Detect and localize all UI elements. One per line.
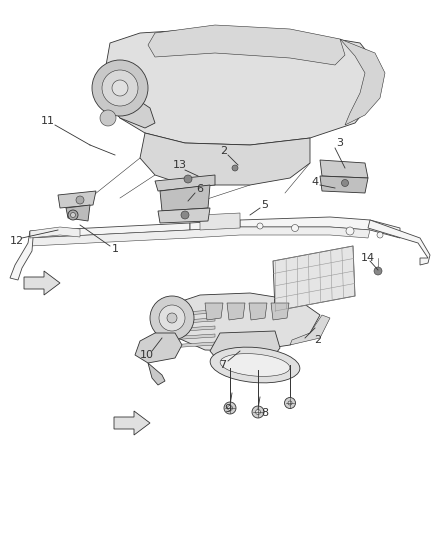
Polygon shape [240, 217, 400, 238]
Circle shape [159, 305, 185, 331]
Text: 10: 10 [140, 350, 154, 360]
Polygon shape [105, 28, 380, 145]
Polygon shape [340, 39, 385, 125]
Circle shape [92, 60, 148, 116]
Text: 7: 7 [219, 360, 226, 370]
Polygon shape [249, 303, 267, 320]
Polygon shape [148, 25, 345, 65]
Polygon shape [168, 342, 215, 348]
Circle shape [150, 296, 194, 340]
Text: 12: 12 [10, 236, 24, 246]
Text: 2: 2 [220, 146, 228, 156]
Circle shape [100, 110, 116, 126]
Text: 9: 9 [224, 404, 232, 414]
Polygon shape [273, 246, 355, 311]
Polygon shape [290, 315, 330, 345]
Polygon shape [140, 133, 310, 185]
Polygon shape [108, 68, 155, 128]
Polygon shape [271, 303, 289, 320]
Text: 13: 13 [173, 160, 187, 170]
Polygon shape [24, 271, 60, 295]
Text: 14: 14 [361, 253, 375, 263]
Circle shape [184, 175, 192, 183]
Circle shape [167, 313, 177, 323]
Polygon shape [158, 208, 210, 223]
Circle shape [292, 224, 299, 231]
Polygon shape [30, 227, 80, 238]
Circle shape [76, 196, 84, 204]
Polygon shape [160, 185, 210, 211]
Polygon shape [227, 303, 245, 320]
Circle shape [257, 223, 263, 229]
Circle shape [112, 80, 128, 96]
Polygon shape [58, 191, 96, 208]
Polygon shape [10, 231, 33, 280]
Circle shape [285, 398, 296, 408]
Ellipse shape [220, 353, 290, 376]
Polygon shape [168, 310, 215, 316]
Polygon shape [320, 160, 368, 178]
Circle shape [102, 70, 138, 106]
Circle shape [377, 232, 383, 238]
Polygon shape [114, 411, 150, 435]
Polygon shape [168, 326, 215, 332]
Circle shape [252, 406, 264, 418]
Polygon shape [30, 223, 190, 238]
Circle shape [255, 409, 261, 415]
Polygon shape [66, 205, 90, 221]
Polygon shape [168, 318, 215, 324]
Polygon shape [320, 176, 368, 193]
Polygon shape [190, 220, 240, 230]
Text: 5: 5 [261, 200, 268, 210]
Text: 6: 6 [197, 184, 204, 194]
Circle shape [68, 210, 78, 220]
Circle shape [232, 165, 238, 171]
Polygon shape [168, 334, 215, 340]
Circle shape [374, 267, 382, 275]
Polygon shape [148, 363, 165, 385]
Circle shape [224, 402, 236, 414]
Circle shape [288, 401, 292, 405]
Text: 2: 2 [314, 335, 321, 345]
Polygon shape [165, 293, 320, 351]
Polygon shape [210, 331, 280, 365]
Text: 3: 3 [336, 138, 343, 148]
Circle shape [346, 227, 354, 235]
Circle shape [181, 211, 189, 219]
Polygon shape [205, 303, 223, 320]
Ellipse shape [210, 347, 300, 383]
Text: 8: 8 [261, 408, 268, 418]
Polygon shape [135, 333, 182, 363]
Polygon shape [368, 220, 430, 265]
Polygon shape [200, 213, 240, 230]
Circle shape [342, 180, 349, 187]
Circle shape [227, 406, 233, 410]
Text: 4: 4 [311, 177, 318, 187]
Circle shape [71, 213, 75, 217]
Text: 1: 1 [112, 244, 119, 254]
Polygon shape [30, 227, 370, 246]
Text: 11: 11 [41, 116, 55, 126]
Polygon shape [155, 175, 215, 191]
